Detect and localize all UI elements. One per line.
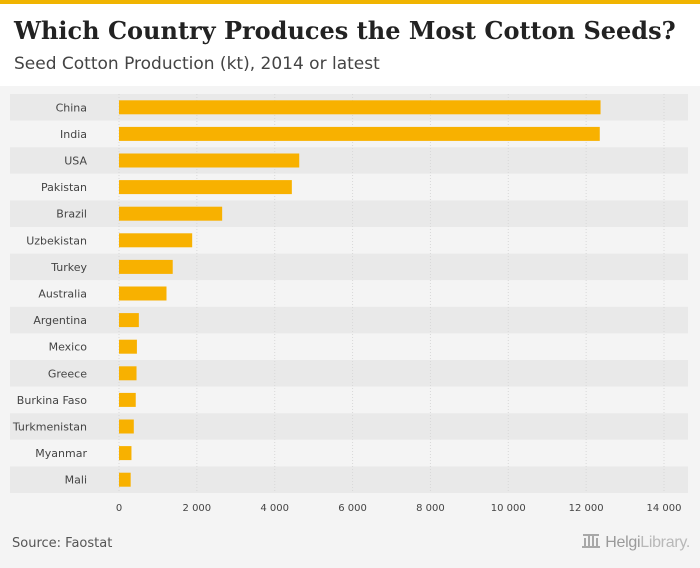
brand-name-light: Library. bbox=[640, 534, 690, 551]
chart-title: Which Country Produces the Most Cotton S… bbox=[14, 16, 676, 45]
bar-turkey bbox=[119, 259, 173, 274]
bar-turkmenistan bbox=[119, 419, 134, 434]
category-label: Australia bbox=[38, 288, 87, 301]
brand-name: HelgiLibrary. bbox=[605, 534, 690, 552]
bars bbox=[119, 100, 601, 487]
row-band bbox=[10, 413, 688, 440]
bar-burkina-faso bbox=[119, 392, 136, 407]
bar-mali bbox=[119, 472, 131, 487]
source-note: Source: Faostat bbox=[12, 536, 113, 551]
bar-myanmar bbox=[119, 446, 132, 461]
x-tick-label: 6 000 bbox=[338, 503, 367, 514]
chart-subtitle: Seed Cotton Production (kt), 2014 or lat… bbox=[14, 54, 380, 74]
category-label: Turkey bbox=[50, 261, 87, 274]
row-band bbox=[10, 439, 688, 467]
brand-name-bold: Helgi bbox=[605, 534, 641, 551]
x-tick-label: 2 000 bbox=[183, 503, 212, 514]
category-label: Mexico bbox=[49, 341, 88, 354]
row-band bbox=[10, 466, 688, 493]
bar-greece bbox=[119, 366, 137, 381]
x-tick-label: 8 000 bbox=[416, 503, 445, 514]
row-band bbox=[10, 227, 688, 254]
category-label: Burkina Faso bbox=[17, 394, 87, 407]
bar-usa bbox=[119, 153, 300, 168]
bar-argentina bbox=[119, 313, 139, 328]
bar-brazil bbox=[119, 206, 223, 221]
category-label: India bbox=[60, 128, 87, 141]
bar-china bbox=[119, 100, 601, 115]
category-labels: China India USA Pakistan Brazil Uzbekistan Tur… bbox=[12, 101, 88, 486]
bar-australia bbox=[119, 286, 167, 301]
bar-uzbekistan bbox=[119, 233, 193, 248]
category-label: Greece bbox=[48, 367, 87, 380]
category-label: China bbox=[56, 101, 87, 114]
chart-header: Which Country Produces the Most Cotton S… bbox=[0, 4, 700, 86]
x-tick-label: 14 000 bbox=[647, 503, 682, 514]
x-axis-tick-labels: 0 2 000 4 000 6 000 8 000 10 000 12 000 14 000 bbox=[116, 503, 682, 514]
library-building-icon bbox=[581, 533, 601, 553]
category-label: USA bbox=[64, 155, 87, 168]
bar-pakistan bbox=[119, 180, 292, 195]
category-label: Myanmar bbox=[35, 447, 87, 460]
category-label: Mali bbox=[65, 474, 87, 487]
x-tick-label: 0 bbox=[116, 503, 122, 514]
category-label: Pakistan bbox=[41, 181, 87, 194]
x-tick-label: 4 000 bbox=[260, 503, 289, 514]
row-band bbox=[10, 253, 688, 281]
bar-mexico bbox=[119, 339, 137, 354]
category-label: Uzbekistan bbox=[26, 234, 87, 247]
bar-india bbox=[119, 126, 600, 141]
x-tick-label: 10 000 bbox=[491, 503, 526, 514]
category-label: Argentina bbox=[33, 314, 87, 327]
category-label: Turkmenistan bbox=[12, 421, 87, 434]
brand-logo: HelgiLibrary. bbox=[581, 533, 690, 553]
row-band bbox=[10, 280, 688, 307]
top-accent-bar bbox=[0, 0, 700, 4]
category-label: Brazil bbox=[56, 208, 87, 221]
x-tick-label: 12 000 bbox=[569, 503, 604, 514]
